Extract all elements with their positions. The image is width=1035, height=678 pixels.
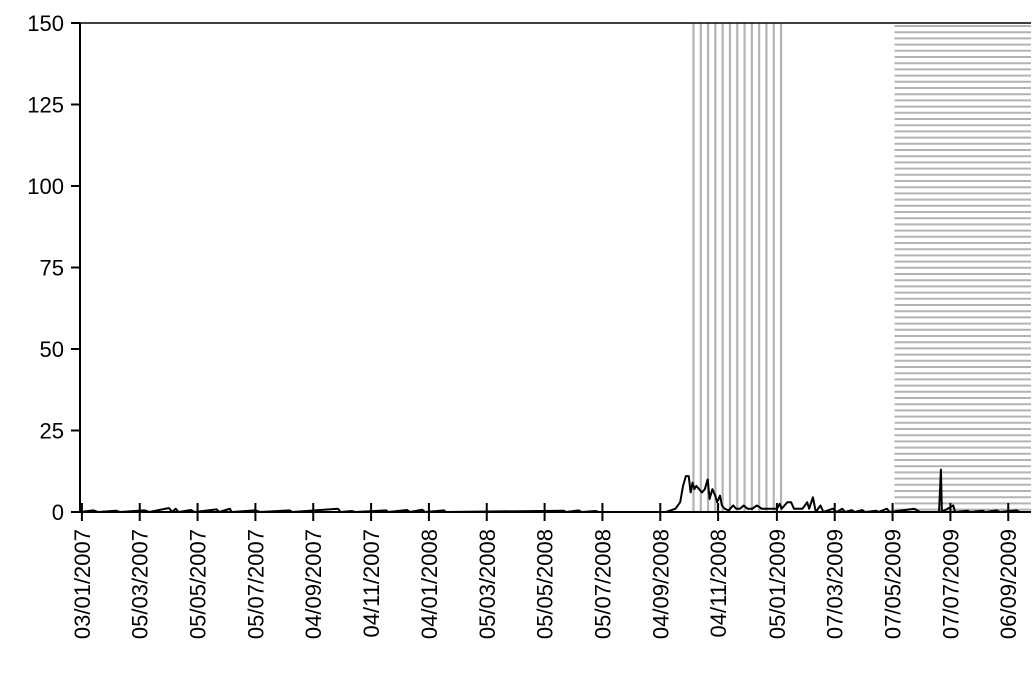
x-tick-label: 05/07/2007 bbox=[243, 529, 268, 639]
axes bbox=[79, 22, 1031, 513]
x-tick-label: 05/05/2008 bbox=[533, 529, 558, 639]
x-tick-label: 04/11/2007 bbox=[359, 529, 384, 637]
x-tick-label: 05/03/2007 bbox=[128, 529, 153, 639]
x-tick-label: 05/03/2008 bbox=[475, 529, 500, 639]
x-tick-label: 04/01/2008 bbox=[417, 529, 442, 639]
y-tick-label: 150 bbox=[27, 11, 64, 36]
x-tick-label: 07/05/2009 bbox=[881, 529, 906, 639]
y-ticks: 0 25 50 75 100 125 150 bbox=[27, 11, 80, 525]
y-tick-label: 100 bbox=[27, 174, 64, 199]
y-tick-label: 50 bbox=[40, 337, 64, 362]
x-tick-label: 05/07/2008 bbox=[590, 529, 615, 639]
x-tick-label: 05/05/2007 bbox=[186, 529, 211, 639]
shaded-region-1 bbox=[692, 23, 783, 512]
x-tick-label: 05/01/2009 bbox=[765, 529, 790, 639]
x-ticks: 03/01/2007 05/03/2007 05/05/2007 05/07/2007… bbox=[70, 503, 1021, 639]
x-tick-label: 04/09/2007 bbox=[301, 529, 326, 639]
series-layer bbox=[79, 468, 1031, 513]
x-tick-label: 04/09/2008 bbox=[648, 529, 673, 639]
x-tick-label: 07/07/2009 bbox=[938, 529, 963, 639]
shaded-region-2 bbox=[894, 25, 1031, 511]
x-tick-label: 03/01/2007 bbox=[70, 529, 95, 639]
shaded-regions bbox=[692, 23, 1031, 512]
x-tick-label: 07/03/2009 bbox=[823, 529, 848, 639]
y-tick-label: 25 bbox=[40, 419, 64, 444]
x-tick-label: 06/09/2009 bbox=[996, 529, 1021, 639]
y-tick-label: 0 bbox=[52, 500, 64, 525]
y-tick-label: 125 bbox=[27, 93, 64, 118]
series-line-1 bbox=[79, 468, 1031, 513]
x-tick-label: 04/11/2008 bbox=[706, 529, 731, 637]
y-tick-label: 75 bbox=[40, 256, 64, 281]
